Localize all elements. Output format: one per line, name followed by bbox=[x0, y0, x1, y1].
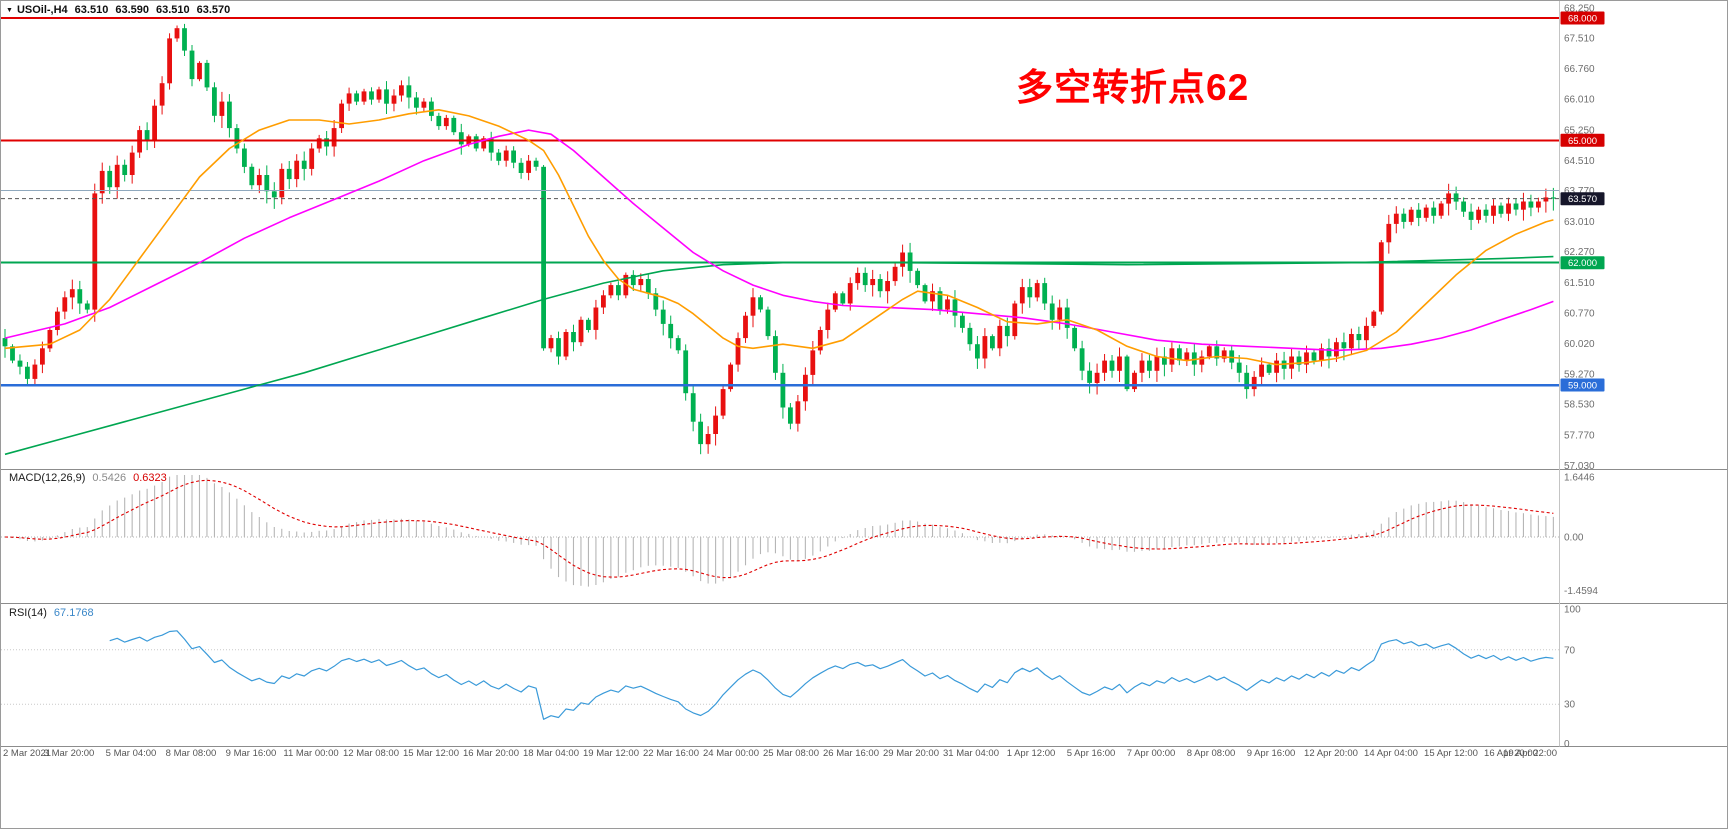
quote-high: 63.590 bbox=[115, 4, 149, 16]
price-tick-label: 67.510 bbox=[1564, 34, 1595, 45]
price-tick-label: 66.760 bbox=[1564, 64, 1595, 75]
svg-text:63.570: 63.570 bbox=[1568, 194, 1597, 205]
rsi-axis-label: 0 bbox=[1564, 739, 1570, 750]
svg-text:62.000: 62.000 bbox=[1568, 258, 1597, 269]
chart-symbol-period: USOil-,H4 bbox=[16, 4, 68, 16]
price-tick-label: 57.030 bbox=[1564, 461, 1595, 472]
time-axis-label: 26 Mar 16:00 bbox=[823, 748, 879, 759]
rsi-indicator-label: RSI(14) 67.1768 bbox=[9, 607, 94, 619]
macd-main-value: 0.5426 bbox=[92, 472, 127, 484]
price-tick-label: 63.770 bbox=[1564, 186, 1595, 197]
quote-close: 63.570 bbox=[196, 4, 231, 16]
time-axis-label: 15 Apr 12:00 bbox=[1424, 748, 1478, 759]
time-axis-label: 5 Mar 04:00 bbox=[106, 748, 157, 759]
time-axis-label: 5 Apr 16:00 bbox=[1067, 748, 1116, 759]
macd-panel[interactable] bbox=[1, 475, 1559, 587]
price-tick-label: 62.270 bbox=[1564, 247, 1595, 258]
time-axis-label: 16 Mar 20:00 bbox=[463, 748, 519, 759]
rsi-name: RSI(14) bbox=[9, 607, 47, 619]
ma-long-green bbox=[4, 255, 1554, 456]
time-axis-label: 8 Mar 08:00 bbox=[166, 748, 217, 759]
price-tag bbox=[1560, 133, 1605, 147]
time-axis-label: 29 Mar 20:00 bbox=[883, 748, 939, 759]
rsi-axis-label: 30 bbox=[1564, 700, 1576, 711]
time-axis-label: 3 Mar 20:00 bbox=[44, 748, 95, 759]
price-tick-label: 64.510 bbox=[1564, 156, 1595, 167]
time-axis-label: 11 Mar 00:00 bbox=[283, 748, 338, 759]
time-axis-label: 24 Mar 00:00 bbox=[703, 748, 759, 759]
chart-dropdown-icon[interactable]: ▼ bbox=[6, 7, 13, 14]
chart-title-bar: ▼ USOil-,H4 63.510 63.590 63.510 63.570 bbox=[6, 4, 230, 16]
price-tag bbox=[1560, 256, 1605, 270]
price-levels-layer bbox=[1, 17, 1559, 387]
time-axis-label: 15 Mar 12:00 bbox=[403, 748, 459, 759]
time-axis-label: 16 Apr 20:00 bbox=[1484, 748, 1538, 759]
chart-text-annotation: 多空转折点62 bbox=[1016, 67, 1250, 108]
svg-text:59.000: 59.000 bbox=[1568, 381, 1597, 392]
panel-separators bbox=[1, 1, 1727, 747]
time-axis-label: 22 Mar 16:00 bbox=[643, 748, 699, 759]
price-tick-label: 58.530 bbox=[1564, 400, 1595, 411]
price-tick-label: 63.010 bbox=[1564, 217, 1595, 228]
time-axis-label: 19 Mar 12:00 bbox=[583, 748, 639, 759]
time-axis-label: 9 Mar 16:00 bbox=[226, 748, 277, 759]
time-axis-label: 12 Mar 08:00 bbox=[343, 748, 399, 759]
price-tick-label: 59.270 bbox=[1564, 370, 1595, 381]
macd-axis-label: 0.00 bbox=[1564, 533, 1584, 544]
price-tag bbox=[1560, 11, 1605, 25]
ma-mid-magenta bbox=[4, 129, 1554, 352]
time-axis-label: 2 Mar 2021 bbox=[3, 748, 51, 759]
price-tick-label: 61.510 bbox=[1564, 278, 1595, 289]
price-tag bbox=[1560, 378, 1605, 392]
price-tick-label: 68.250 bbox=[1564, 3, 1595, 14]
time-axis-label: 25 Mar 08:00 bbox=[763, 748, 819, 759]
moving-averages-layer bbox=[4, 109, 1554, 456]
time-axis-label: 8 Apr 08:00 bbox=[1187, 748, 1236, 759]
macd-axis-label: -1.4594 bbox=[1564, 586, 1598, 597]
price-tag bbox=[1560, 192, 1605, 206]
time-axis-label: 9 Apr 16:00 bbox=[1247, 748, 1296, 759]
svg-text:65.000: 65.000 bbox=[1568, 136, 1597, 147]
time-axis-label: 12 Apr 20:00 bbox=[1304, 748, 1358, 759]
price-tick-label: 66.010 bbox=[1564, 95, 1595, 106]
price-tick-label: 60.770 bbox=[1564, 308, 1595, 319]
macd-axis-label: 1.6446 bbox=[1564, 473, 1595, 484]
quote-low: 63.510 bbox=[155, 4, 190, 16]
time-axis-label: 31 Mar 04:00 bbox=[943, 748, 999, 759]
svg-text:68.000: 68.000 bbox=[1568, 14, 1597, 25]
price-tick-label: 57.770 bbox=[1564, 431, 1595, 442]
macd-signal-value: 0.6323 bbox=[133, 472, 167, 484]
rsi-value: 67.1768 bbox=[53, 607, 94, 619]
macd-indicator-label: MACD(12,26,9) 0.5426 0.6323 bbox=[9, 472, 167, 484]
ma-fast-orange bbox=[4, 109, 1554, 366]
time-axis-label: 1 Apr 12:00 bbox=[1007, 748, 1056, 759]
macd-name: MACD(12,26,9) bbox=[9, 472, 86, 484]
price-tick-label: 65.250 bbox=[1564, 126, 1595, 137]
time-axis-label: 14 Apr 04:00 bbox=[1364, 748, 1418, 759]
price-tick-label: 60.020 bbox=[1564, 339, 1595, 350]
time-axis-label: 19 Apr 22:00 bbox=[1503, 748, 1557, 759]
candles-layer bbox=[2, 23, 1556, 455]
quote-open: 63.510 bbox=[74, 4, 109, 16]
price-axis[interactable]: 68.250 67.510 66.760 66.010 65.250 64.510 63.7… bbox=[1560, 3, 1605, 750]
time-axis-label: 7 Apr 00:00 bbox=[1127, 748, 1176, 759]
rsi-axis-label: 70 bbox=[1564, 645, 1576, 656]
time-axis-label: 18 Mar 04:00 bbox=[523, 748, 579, 759]
rsi-axis-label: 100 bbox=[1564, 605, 1581, 616]
rsi-panel[interactable] bbox=[1, 630, 1559, 720]
